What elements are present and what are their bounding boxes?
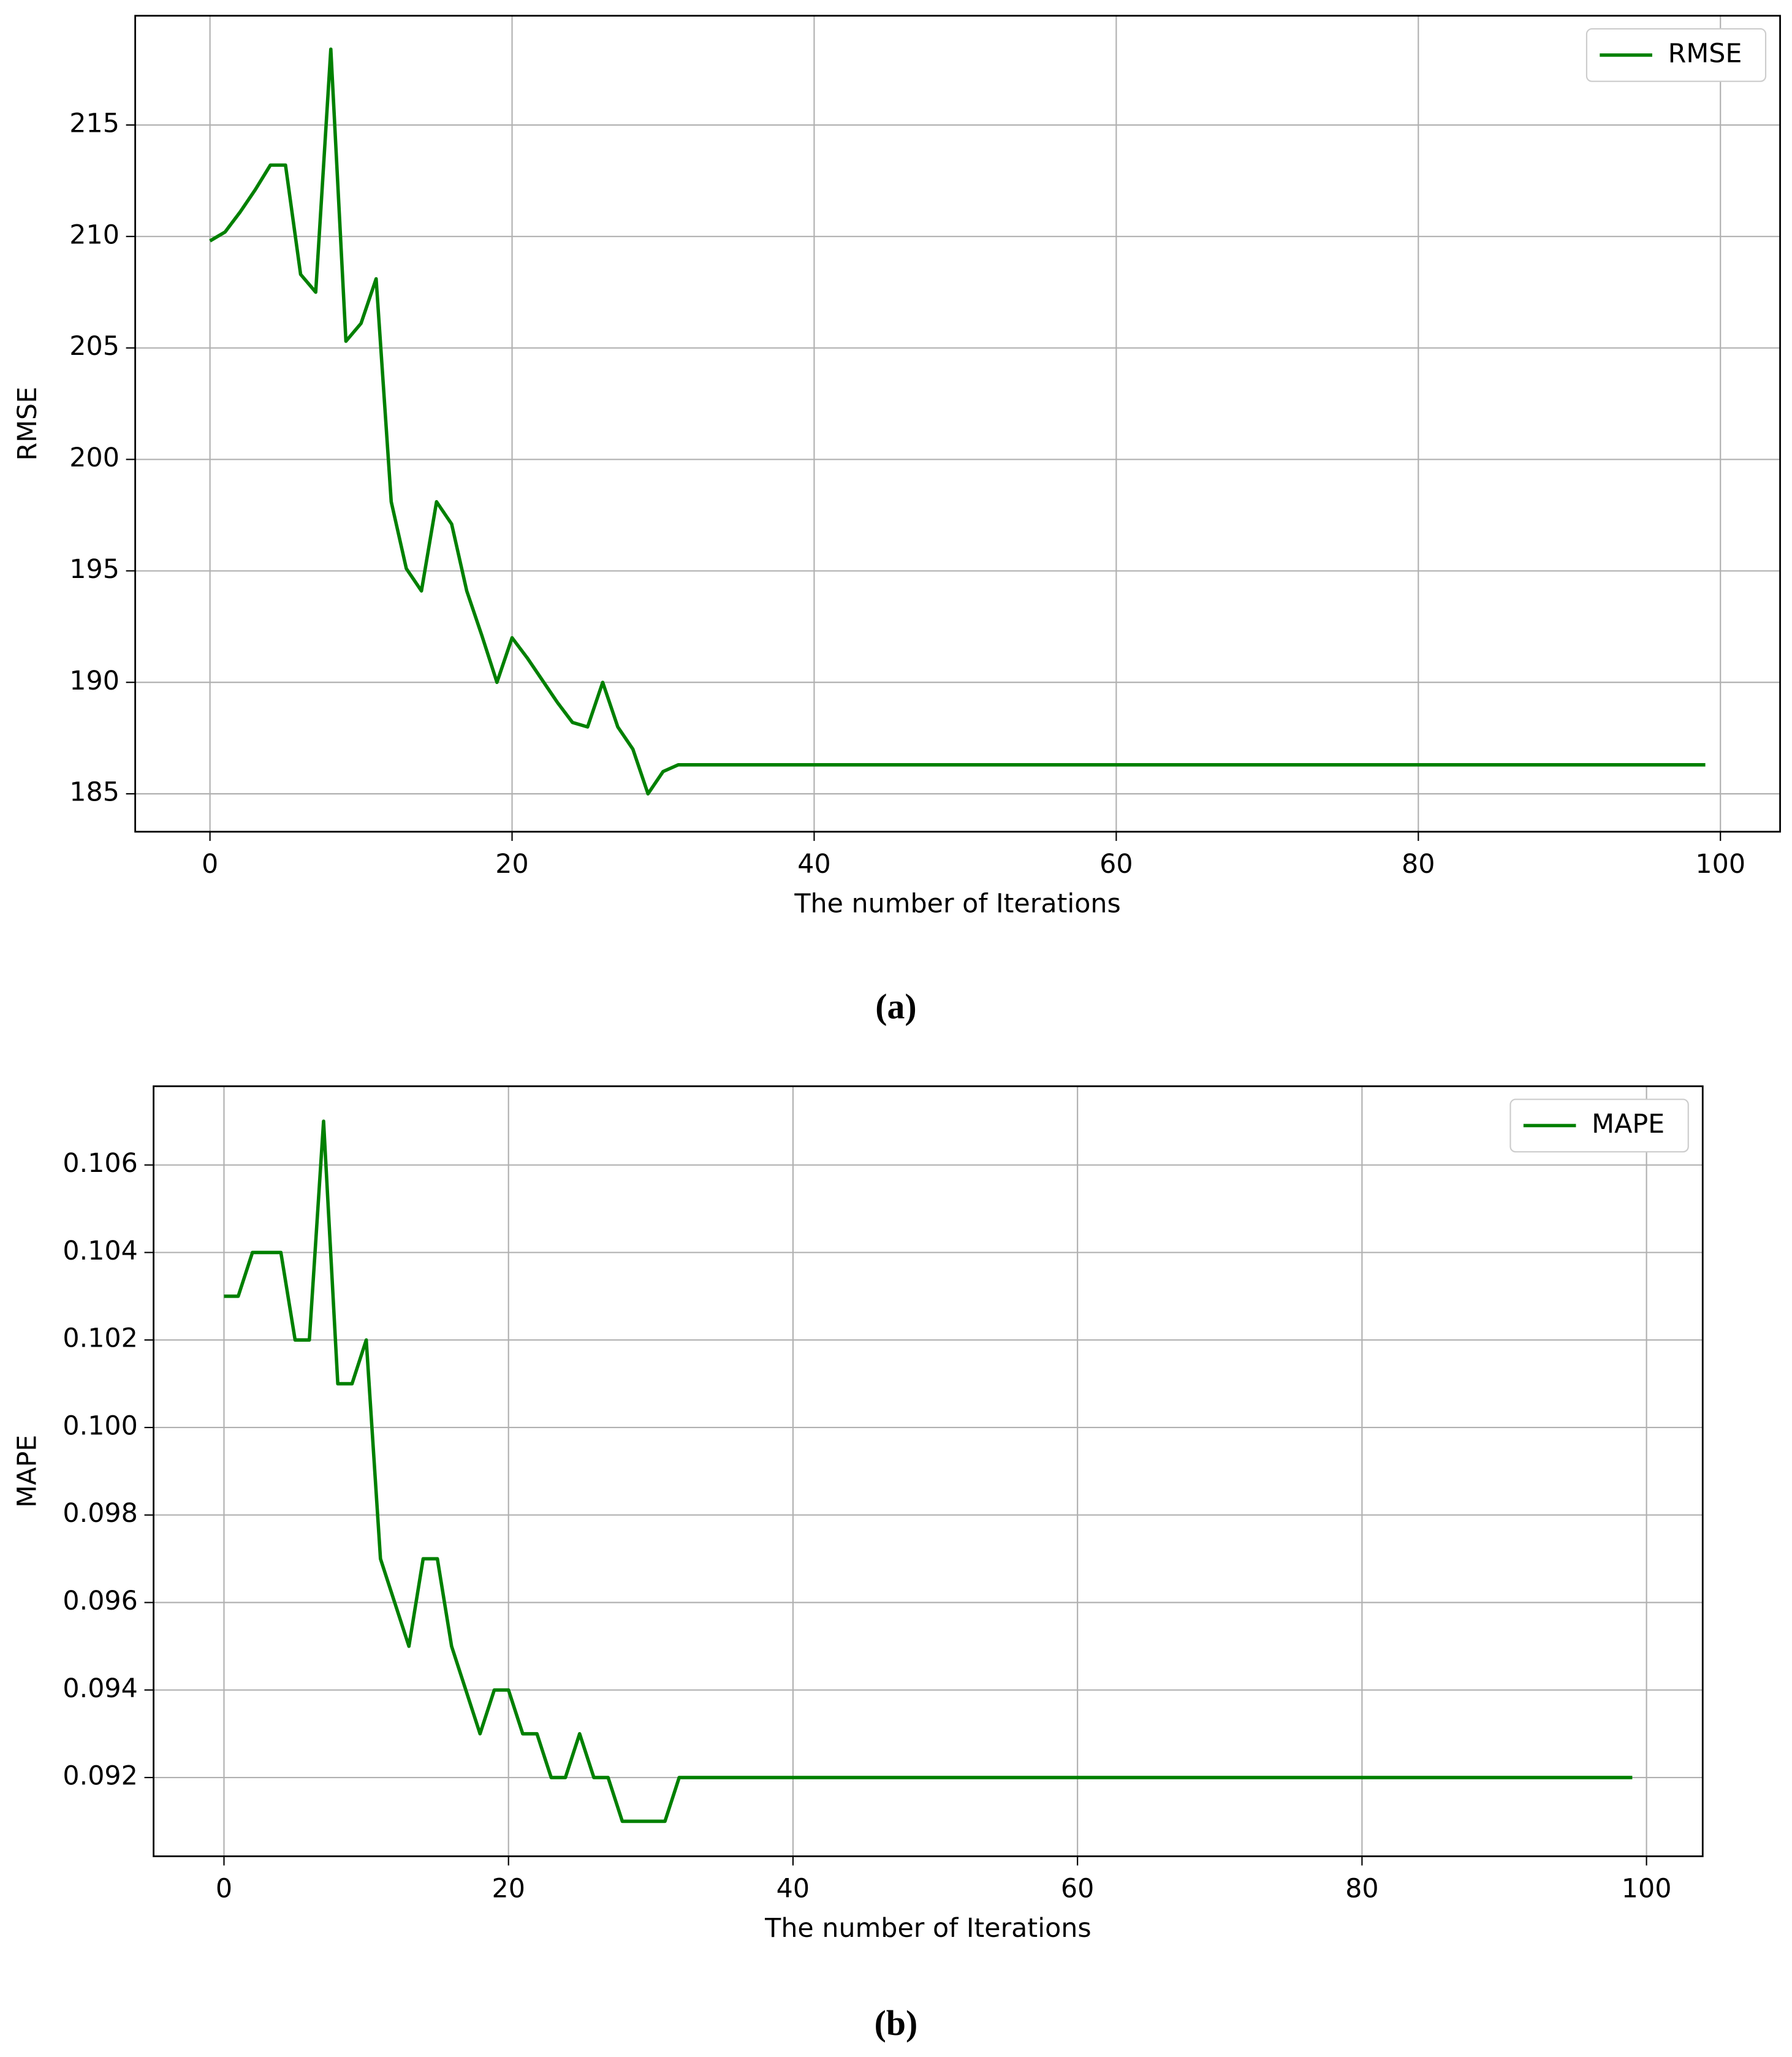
y-tick-label: 0.100 [63, 1410, 138, 1441]
line-series [209, 47, 1706, 796]
x-tick-label: 100 [1695, 849, 1745, 880]
x-axis-label: The number of Iterations [764, 1913, 1092, 1944]
caption: (a) [875, 987, 916, 1026]
x-tick-label: 80 [1345, 1874, 1378, 1904]
y-tick-label: 200 [69, 443, 120, 473]
y-tick-label: 205 [69, 331, 120, 362]
y-tick-label: 190 [69, 666, 120, 696]
chart: 0 20 40 60 80 100 185 190 195 200 205 210 215 The num… [12, 15, 1781, 1026]
chart: 0 20 40 60 80 100 0.092 0.094 0.096 0.098 0.100 0.1… [12, 1085, 1704, 2043]
y-tick-label: 0.106 [63, 1148, 138, 1179]
x-tick-label: 40 [797, 849, 830, 880]
x-tick-label: 0 [216, 1874, 232, 1904]
y-tick-label: 0.094 [63, 1673, 138, 1704]
legend-box [1509, 1098, 1689, 1153]
y-tick-label: 0.092 [63, 1761, 138, 1792]
plot-frame [134, 15, 1781, 833]
y-tick-label: 195 [69, 554, 120, 585]
plot-frame [153, 1085, 1704, 1857]
x-tick-label: 100 [1622, 1874, 1672, 1904]
legend: RMSE [1585, 28, 1767, 82]
x-tick-label: 60 [1099, 849, 1133, 880]
x-tick-label: 80 [1402, 849, 1435, 880]
y-axis-label: MAPE [12, 1435, 43, 1508]
x-tick-label: 0 [202, 849, 218, 880]
y-tick-label: 185 [69, 777, 120, 808]
x-tick-label: 20 [492, 1874, 525, 1904]
x-tick-label: 20 [495, 849, 528, 880]
legend-label: RMSE [1668, 38, 1742, 69]
x-tick-label: 60 [1061, 1874, 1094, 1904]
y-tick-label: 215 [69, 108, 120, 139]
caption: (b) [875, 2004, 918, 2043]
y-tick-label: 0.098 [63, 1498, 138, 1529]
line-series [224, 1119, 1633, 1823]
x-axis-label: The number of Iterations [794, 888, 1121, 919]
y-tick-label: 0.104 [63, 1236, 138, 1266]
y-tick-label: 0.096 [63, 1586, 138, 1616]
x-tick-label: 40 [776, 1874, 810, 1904]
legend-box [1585, 28, 1767, 82]
y-axis-label: RMSE [12, 387, 43, 461]
legend-label: MAPE [1592, 1109, 1665, 1139]
y-tick-label: 210 [69, 219, 120, 250]
legend: MAPE [1509, 1098, 1689, 1153]
y-tick-label: 0.102 [63, 1323, 138, 1354]
